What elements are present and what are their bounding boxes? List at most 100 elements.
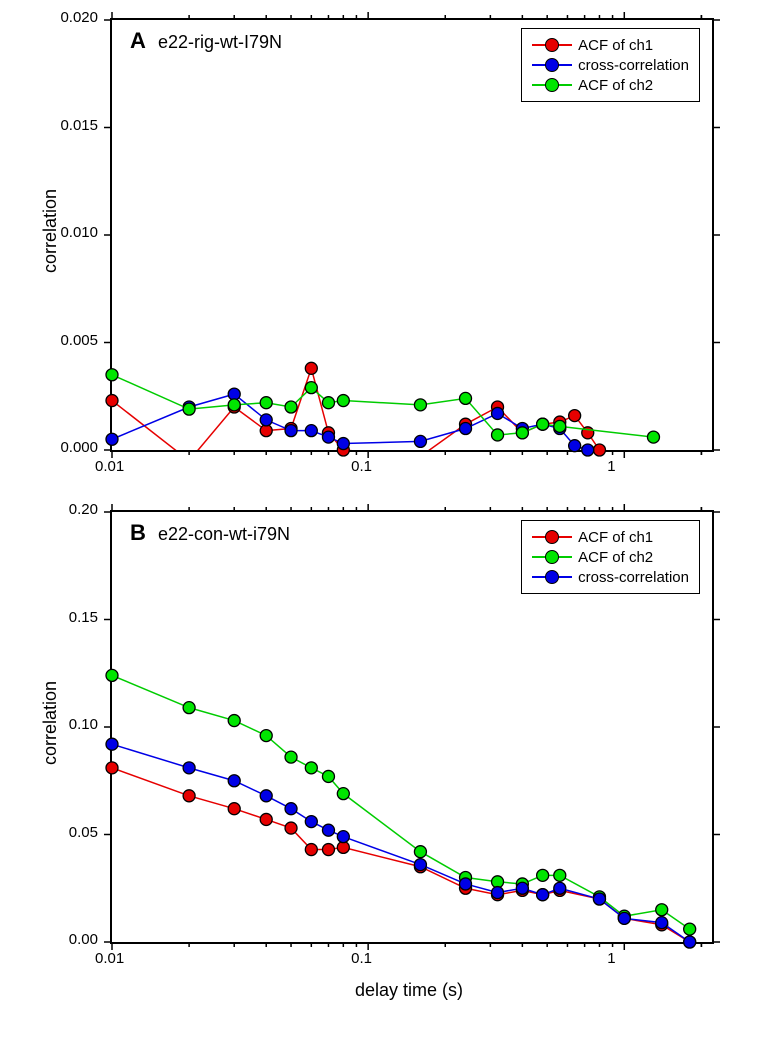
series-marker: [183, 403, 195, 415]
series-line: [112, 675, 690, 929]
series-marker: [337, 438, 349, 450]
panel-title: e22-rig-wt-I79N: [158, 32, 282, 53]
series-marker: [516, 882, 528, 894]
series-marker: [618, 912, 630, 924]
legend-label: ACF of ch1: [578, 529, 653, 546]
series-marker: [183, 702, 195, 714]
panel-letter: B: [130, 520, 146, 546]
series-marker: [228, 399, 240, 411]
series-marker: [285, 401, 297, 413]
legend-swatch: [532, 58, 572, 72]
y-tick-label: 0.20: [69, 501, 98, 518]
legend-row: ACF of ch2: [532, 547, 689, 567]
panel-title: e22-con-wt-i79N: [158, 524, 290, 545]
series-marker: [684, 923, 696, 935]
series-marker: [537, 418, 549, 430]
series-marker: [656, 904, 668, 916]
series-marker: [183, 790, 195, 802]
legend-label: ACF of ch1: [578, 37, 653, 54]
legend-swatch: [532, 570, 572, 584]
series-marker: [337, 395, 349, 407]
series-marker: [554, 882, 566, 894]
series-marker: [260, 414, 272, 426]
series-marker: [492, 407, 504, 419]
x-tick-label: 1: [607, 950, 615, 967]
x-tick-label: 0.1: [351, 458, 372, 475]
series-marker: [285, 425, 297, 437]
y-tick-label: 0.005: [60, 332, 98, 349]
legend: ACF of ch1ACF of ch2 cross-correlation: [521, 520, 700, 594]
series-marker: [228, 775, 240, 787]
series-line: [112, 768, 690, 942]
series-marker: [684, 936, 696, 948]
series-marker: [305, 762, 317, 774]
series-line: [112, 744, 690, 942]
y-tick-label: 0.020: [60, 9, 98, 26]
series-marker: [106, 433, 118, 445]
series-marker: [228, 715, 240, 727]
series-marker: [414, 399, 426, 411]
series-marker: [322, 844, 334, 856]
series-marker: [106, 738, 118, 750]
series-marker: [285, 822, 297, 834]
legend-swatch: [532, 550, 572, 564]
series-marker: [460, 423, 472, 435]
series-marker: [414, 435, 426, 447]
series-marker: [593, 444, 605, 456]
series-marker: [106, 762, 118, 774]
series-marker: [285, 803, 297, 815]
series-marker: [106, 395, 118, 407]
series-marker: [414, 846, 426, 858]
series-marker: [460, 392, 472, 404]
series-marker: [305, 382, 317, 394]
series-marker: [260, 790, 272, 802]
series-line: [112, 394, 588, 450]
x-tick-label: 0.01: [95, 458, 124, 475]
series-marker: [322, 770, 334, 782]
y-tick-label: 0.05: [69, 824, 98, 841]
series-marker: [322, 824, 334, 836]
series-marker: [414, 859, 426, 871]
series-marker: [106, 669, 118, 681]
series-line: [112, 368, 599, 460]
series-marker: [537, 869, 549, 881]
series-marker: [285, 751, 297, 763]
series-marker: [554, 869, 566, 881]
legend-row: ACF of ch2: [532, 75, 689, 95]
series-marker: [260, 813, 272, 825]
x-tick-label: 1: [607, 458, 615, 475]
series-marker: [305, 844, 317, 856]
legend-row: ACF of ch1: [532, 527, 689, 547]
series-marker: [260, 730, 272, 742]
panel-letter: A: [130, 28, 146, 54]
series-marker: [106, 369, 118, 381]
x-tick-label: 0.01: [95, 950, 124, 967]
series-marker: [593, 893, 605, 905]
y-tick-label: 0.15: [69, 609, 98, 626]
series-marker: [554, 420, 566, 432]
series-marker: [492, 887, 504, 899]
series-marker: [305, 425, 317, 437]
series-marker: [337, 831, 349, 843]
legend-label: cross-correlation: [578, 57, 689, 74]
series-marker: [569, 410, 581, 422]
series-marker: [569, 440, 581, 452]
legend-swatch: [532, 38, 572, 52]
legend-swatch: [532, 530, 572, 544]
series-marker: [322, 431, 334, 443]
series-marker: [228, 803, 240, 815]
x-axis-label: delay time (s): [355, 980, 463, 1001]
series-marker: [322, 397, 334, 409]
series-marker: [460, 878, 472, 890]
legend-row: ACF of ch1: [532, 35, 689, 55]
series-marker: [582, 444, 594, 456]
y-tick-label: 0.000: [60, 439, 98, 456]
legend: ACF of ch1 cross-correlationACF of ch2: [521, 28, 700, 102]
series-marker: [305, 816, 317, 828]
legend-swatch: [532, 78, 572, 92]
legend-label: cross-correlation: [578, 569, 689, 586]
series-marker: [516, 427, 528, 439]
y-axis-label-A: correlation: [40, 189, 61, 273]
y-tick-label: 0.00: [69, 931, 98, 948]
figure-root: correlation correlation delay time (s) 0…: [0, 0, 765, 1050]
